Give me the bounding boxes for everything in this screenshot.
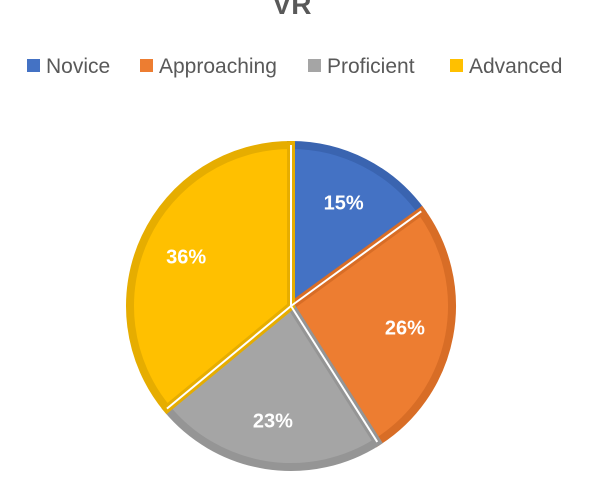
legend-swatch-novice	[27, 59, 40, 72]
data-label-advanced: 36%	[166, 247, 206, 269]
legend-swatch-advanced	[450, 59, 463, 72]
legend-label-advanced: Advanced	[469, 55, 562, 78]
legend-swatch-approaching	[140, 59, 153, 72]
chart-title: VR	[273, 0, 312, 20]
pie-slice-separator	[290, 305, 379, 443]
legend-label-novice: Novice	[46, 55, 110, 78]
legend-label-proficient: Proficient	[327, 55, 415, 78]
data-label-proficient: 23%	[253, 410, 293, 432]
pie-slice-novice	[287, 140, 427, 314]
data-label-novice: 15%	[324, 193, 364, 215]
pie-data-labels: 15% 26% 23% 36%	[166, 145, 425, 443]
pie-slice-separator	[166, 305, 292, 410]
pie-slice-separator	[290, 210, 422, 307]
legend-label-approaching: Approaching	[159, 55, 277, 78]
legend-swatch-proficient	[308, 59, 321, 72]
pie-slice-proficient	[161, 300, 383, 471]
pie-slice-approaching	[285, 205, 456, 448]
pie-slices	[126, 140, 456, 471]
pie-slice-advanced	[126, 140, 295, 415]
chart-legend: Novice Approaching Proficient Advanced	[27, 55, 562, 78]
data-label-approaching: 26%	[385, 318, 425, 340]
